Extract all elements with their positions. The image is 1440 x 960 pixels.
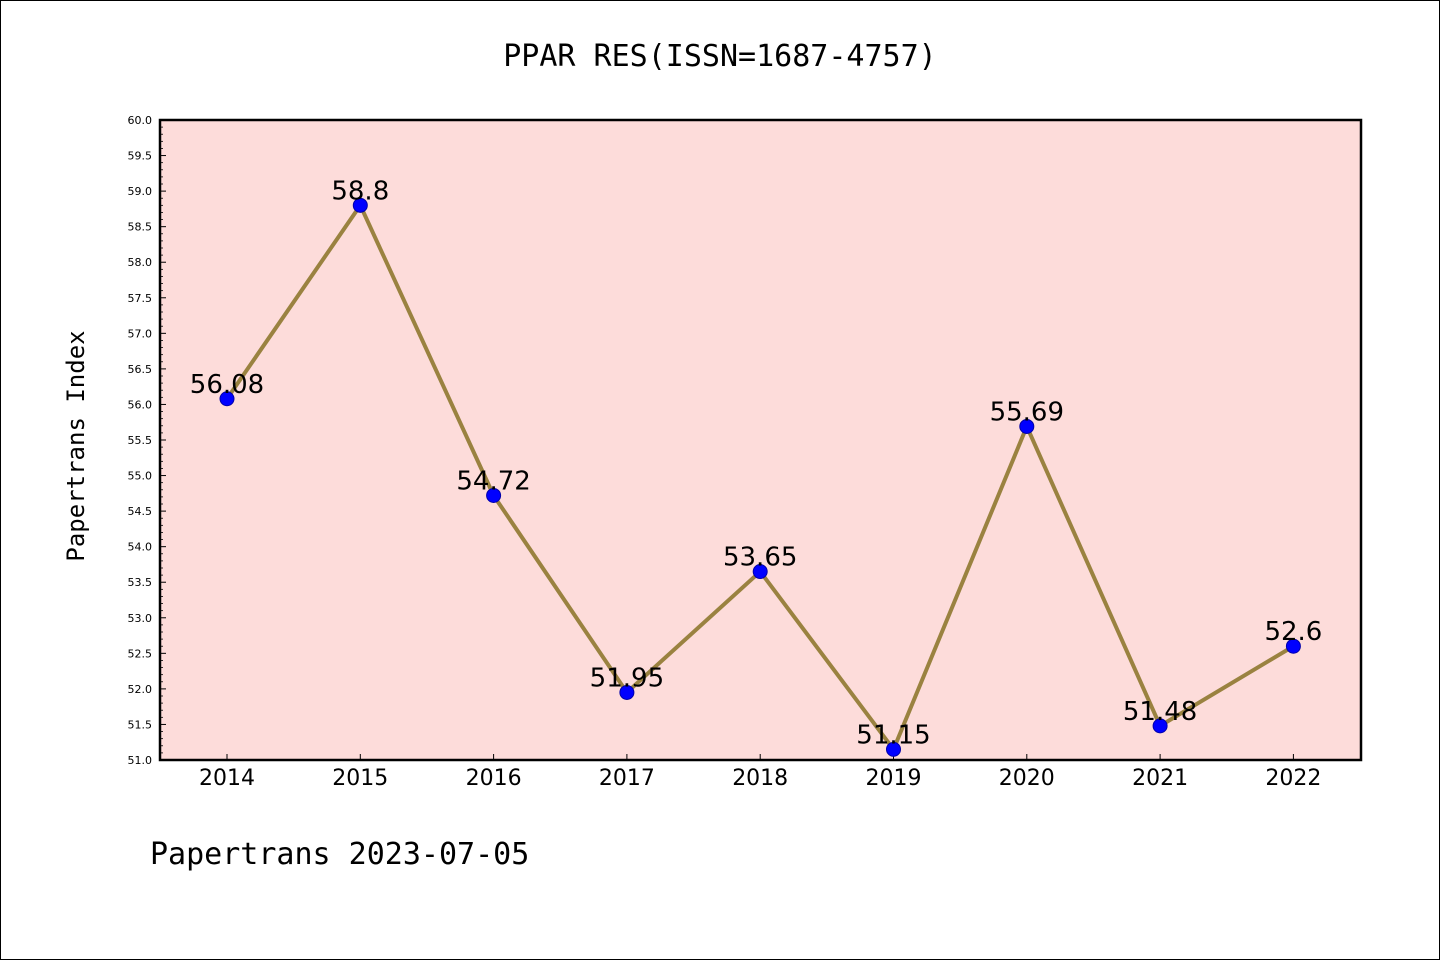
data-point [752,564,768,580]
y-axis-label: Papertrans Index [62,330,90,561]
y-tick-label: 55.5 [128,434,153,447]
x-tick-label: 2021 [1132,766,1188,791]
y-tick-label: 58.0 [128,256,153,269]
y-axis: 51.0 51.5 52.0 52.5 53.0 53.5 54.0 54.5 55.0 55.5… [128,114,166,767]
data-point [886,741,901,757]
y-tick-label: 56.5 [128,363,153,376]
plot-area [160,120,1361,760]
y-tick-label: 52.0 [128,683,153,696]
y-tick-label: 51.0 [128,754,153,767]
y-tick-label: 53.5 [128,576,153,589]
y-tick-label: 52.5 [128,647,153,660]
data-point [219,391,235,407]
y-tick-label: 58.5 [128,221,153,234]
data-label: 55.69 [990,397,1064,427]
y-tick-label: 59.0 [128,185,153,198]
x-tick-label: 2022 [1265,766,1321,791]
y-tick-label: 57.5 [128,292,153,305]
data-label: 52.6 [1264,617,1322,647]
data-label: 56.08 [190,370,264,400]
x-tick-label: 2016 [466,766,522,791]
y-tick-label: 54.5 [128,505,153,518]
x-axis: 2014 2015 2016 2017 2018 2019 2020 2021 2022 [199,754,1321,791]
chart-title: PPAR RES(ISSN=1687-4757) [503,39,936,74]
x-tick-label: 2017 [599,766,655,791]
x-tick-label: 2018 [732,766,788,791]
y-tick-label: 54.0 [128,541,153,554]
data-label: 51.95 [590,663,664,693]
x-tick-label: 2014 [199,766,255,791]
data-label: 53.65 [723,543,797,573]
y-tick-label: 56.0 [128,398,153,411]
y-tick-label: 60.0 [128,114,153,127]
data-label: 54.72 [456,466,530,496]
data-label: 51.15 [856,720,930,750]
plot-border [158,118,1363,762]
data-label: 51.48 [1123,697,1197,727]
data-point [352,197,368,213]
x-tick-label: 2020 [999,766,1055,791]
y-tick-label: 51.5 [128,718,153,731]
data-point [1285,638,1301,654]
y-tick-label: 53.0 [128,612,153,625]
data-point [486,487,502,503]
data-point [1019,418,1035,434]
series-group: 56.08 58.8 54.72 51.95 53.65 51.15 55.69 51.48 5… [190,176,1322,757]
data-point [619,684,635,700]
data-point [1152,718,1168,734]
y-tick-label: 55.0 [128,470,153,483]
x-tick-label: 2015 [332,766,388,791]
data-label: 58.8 [331,176,389,206]
y-tick-label: 57.0 [128,327,153,340]
x-tick-label: 2019 [866,766,922,791]
y-tick-label: 59.5 [128,150,153,163]
footer-text: Papertrans 2023-07-05 [150,837,529,872]
